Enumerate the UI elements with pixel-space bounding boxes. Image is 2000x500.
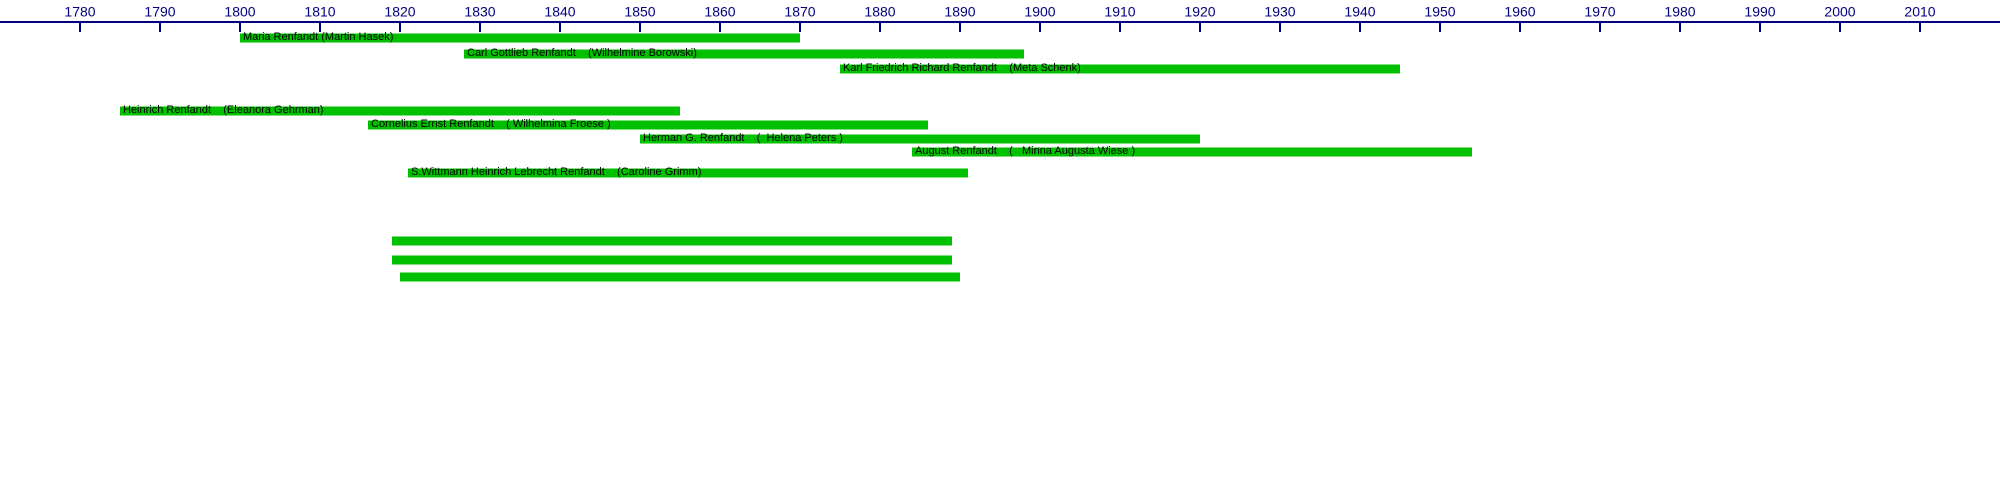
tick-label: 1930 bbox=[1264, 4, 1295, 20]
tick-label: 1890 bbox=[944, 4, 975, 20]
tick-label: 1910 bbox=[1104, 4, 1135, 20]
tick-label: 1960 bbox=[1504, 4, 1535, 20]
bar-label: Heinrich Renfandt (Eleanora Gehrman) bbox=[123, 104, 324, 116]
tick-label: 1880 bbox=[864, 4, 895, 20]
tick-label: 1920 bbox=[1184, 4, 1215, 20]
tick-label: 1800 bbox=[224, 4, 255, 20]
tick-label: 1810 bbox=[304, 4, 335, 20]
life-bar bbox=[368, 120, 928, 130]
tick-label: 1970 bbox=[1584, 4, 1615, 20]
tick-label: 1850 bbox=[624, 4, 655, 20]
life-bar bbox=[120, 106, 680, 116]
tick-label: 1990 bbox=[1744, 4, 1775, 20]
life-bar bbox=[400, 272, 960, 282]
tick-label: 2000 bbox=[1824, 4, 1855, 20]
tick-label: 1780 bbox=[64, 4, 95, 20]
tick-label: 1940 bbox=[1344, 4, 1375, 20]
tick-label: 1820 bbox=[384, 4, 415, 20]
bar-label: August Renfandt ( Minna Augusta Wiese ) bbox=[915, 145, 1135, 157]
tick-label: 1830 bbox=[464, 4, 495, 20]
life-bar bbox=[840, 64, 1400, 74]
tick-label: 1870 bbox=[784, 4, 815, 20]
bar-label: S.Wittmann Heinrich Lebrecht Renfandt (C… bbox=[411, 166, 701, 178]
life-bar bbox=[392, 236, 952, 246]
tick-label: 1900 bbox=[1024, 4, 1055, 20]
life-bar bbox=[640, 134, 1200, 144]
bar-label: Carl Gottlieb Renfandt (Wilhelmine Borow… bbox=[467, 47, 697, 59]
bar-label: Karl Friedrich Richard Renfandt (Meta Sc… bbox=[843, 62, 1081, 74]
tick-label: 1980 bbox=[1664, 4, 1695, 20]
life-bar bbox=[408, 168, 968, 178]
life-bar bbox=[912, 147, 1472, 157]
tick-label: 2010 bbox=[1904, 4, 1935, 20]
bar-label: Herman G. Renfandt ( Helena Peters ) bbox=[643, 132, 843, 144]
tick-label: 1950 bbox=[1424, 4, 1455, 20]
tick-label: 1790 bbox=[144, 4, 175, 20]
life-bar bbox=[240, 33, 800, 43]
tick-label: 1840 bbox=[544, 4, 575, 20]
bar-label: Cornelius Ernst Renfandt ( Wilhelmina Fr… bbox=[371, 118, 611, 130]
life-bar bbox=[392, 255, 952, 265]
life-bar bbox=[464, 49, 1024, 59]
bar-label: Maria Renfandt (Martin Hasek) bbox=[243, 31, 393, 43]
tick-label: 1860 bbox=[704, 4, 735, 20]
